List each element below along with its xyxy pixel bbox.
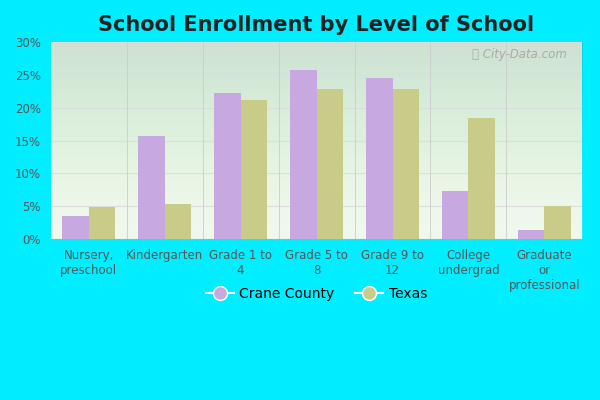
- Bar: [89, 207, 115, 239]
- Bar: [469, 118, 495, 239]
- Bar: [290, 70, 317, 239]
- Bar: [442, 191, 469, 239]
- Bar: [62, 216, 89, 239]
- Bar: [317, 89, 343, 239]
- Bar: [241, 100, 267, 239]
- Bar: [164, 204, 191, 239]
- Bar: [518, 230, 544, 239]
- Text: ⓘ City-Data.com: ⓘ City-Data.com: [472, 48, 566, 61]
- Bar: [138, 136, 164, 239]
- Bar: [392, 89, 419, 239]
- Bar: [544, 206, 571, 239]
- Legend: Crane County, Texas: Crane County, Texas: [200, 282, 433, 307]
- Title: School Enrollment by Level of School: School Enrollment by Level of School: [98, 15, 535, 35]
- Bar: [366, 78, 392, 239]
- Bar: [214, 93, 241, 239]
